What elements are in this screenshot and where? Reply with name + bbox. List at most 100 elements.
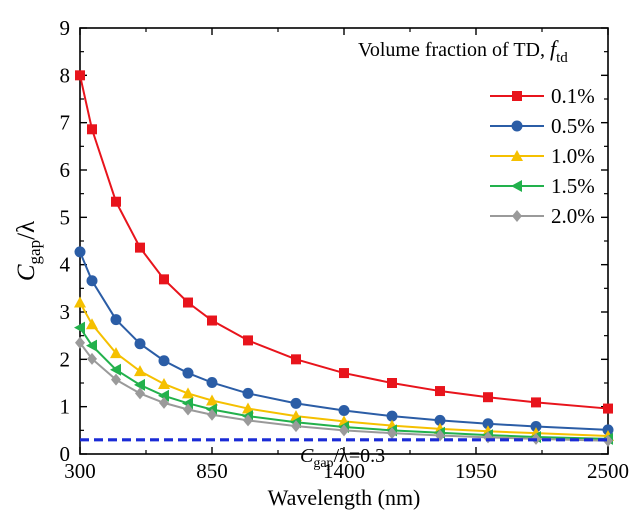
reference-line-layer: Cgap/λ=0.3: [80, 438, 608, 471]
y-axis-label-sub: gap: [25, 240, 44, 265]
data-point: [386, 410, 398, 422]
legend-item: 2.0%: [490, 204, 595, 228]
data-point: [182, 387, 194, 399]
data-point: [207, 408, 217, 421]
legend-item: 0.5%: [490, 114, 595, 138]
y-tick-label: 5: [60, 205, 71, 229]
data-point: [158, 389, 169, 402]
data-point: [75, 336, 85, 349]
data-point: [291, 420, 301, 433]
data-point: [110, 347, 122, 359]
y-tick-label: 0: [60, 442, 71, 466]
legend: Volume fraction of TD, ftd 0.1% 0.5% 1.0% 1.…: [358, 36, 595, 228]
data-point: [135, 242, 145, 253]
data-point: [434, 414, 446, 426]
data-point: [183, 403, 193, 416]
legend-label: 1.5%: [551, 174, 595, 198]
data-point: [435, 386, 445, 397]
data-point: [110, 363, 121, 376]
data-point: [87, 352, 97, 365]
series-2.0%: [75, 336, 613, 447]
y-axis-label-tail: /λ: [13, 221, 40, 240]
data-point: [86, 275, 98, 287]
data-point: [86, 339, 97, 352]
data-point: [243, 414, 253, 427]
reference-label-main: C: [300, 445, 314, 467]
data-point: [290, 397, 302, 409]
data-point: [111, 196, 121, 207]
data-point: [74, 321, 85, 334]
legend-swatch-marker: [512, 210, 522, 222]
y-tick-label: 7: [60, 111, 71, 135]
reference-label-tail: /λ=0.3: [334, 445, 386, 467]
data-point: [75, 70, 85, 81]
axes: 300 850 1400 1950 2500 0 1 2 3 4 5 6 7 8 9 Wavelength (…: [13, 16, 629, 510]
legend-label: 1.0%: [551, 144, 595, 168]
x-tick-label: 1400: [323, 459, 365, 483]
legend-item: 1.0%: [490, 144, 595, 168]
data-point: [483, 392, 493, 403]
data-point: [603, 434, 613, 447]
legend-swatch-marker: [511, 120, 523, 132]
data-point: [531, 397, 541, 408]
data-point: [159, 274, 169, 285]
data-point: [134, 365, 146, 377]
y-tick-label: 1: [60, 395, 71, 419]
legend-title-italic: f: [550, 36, 559, 61]
data-point: [602, 424, 614, 436]
series-0.5%: [74, 246, 614, 436]
legend-swatch-marker: [511, 180, 522, 192]
data-point: [110, 314, 122, 326]
x-axis-label: Wavelength (nm): [268, 485, 421, 510]
y-tick-label: 9: [60, 16, 71, 40]
legend-title-sub: td: [556, 50, 568, 66]
data-point: [74, 246, 86, 258]
y-tick-label: 4: [60, 253, 71, 277]
legend-title: Volume fraction of TD, ftd: [358, 36, 568, 66]
data-point: [134, 338, 146, 350]
y-tick-label: 8: [60, 63, 71, 87]
data-point: [158, 355, 170, 367]
legend-label: 0.5%: [551, 114, 595, 138]
legend-title-text: Volume fraction of TD,: [358, 39, 550, 61]
data-point: [291, 354, 301, 365]
data-point: [339, 424, 349, 437]
data-point: [243, 335, 253, 346]
series-0.1%: [75, 70, 613, 414]
legend-swatch-marker: [512, 91, 522, 101]
x-tick-label: 2500: [587, 459, 629, 483]
data-point: [242, 387, 254, 399]
data-point: [206, 377, 218, 389]
data-point: [387, 378, 397, 388]
legend-swatch-marker: [511, 150, 523, 161]
y-tick-label: 6: [60, 158, 71, 182]
series-layer: [74, 70, 614, 447]
data-point: [207, 315, 217, 326]
legend-label: 0.1%: [551, 84, 595, 108]
reference-label-sub: gap: [313, 456, 333, 471]
data-point: [482, 418, 494, 430]
y-axis-label: Cgap/λ: [13, 221, 44, 281]
reference-line-label: Cgap/λ=0.3: [300, 445, 385, 471]
y-tick-label: 3: [60, 300, 71, 324]
x-tick-label: 1950: [455, 459, 497, 483]
data-point: [182, 367, 194, 379]
y-tick-label: 2: [60, 347, 71, 371]
data-point: [158, 377, 170, 389]
data-point: [134, 378, 145, 391]
data-point: [159, 396, 169, 409]
data-point: [87, 124, 97, 135]
data-point: [111, 373, 121, 386]
data-point: [183, 297, 193, 308]
data-point: [387, 427, 397, 440]
data-point: [338, 404, 350, 416]
data-point: [206, 394, 218, 406]
legend-item: 1.5%: [490, 174, 595, 198]
y-axis-label-main: C: [13, 264, 40, 281]
data-point: [603, 403, 613, 414]
data-point: [339, 368, 349, 379]
x-tick-label: 300: [64, 459, 96, 483]
legend-item: 0.1%: [490, 84, 595, 108]
data-point: [135, 387, 145, 400]
